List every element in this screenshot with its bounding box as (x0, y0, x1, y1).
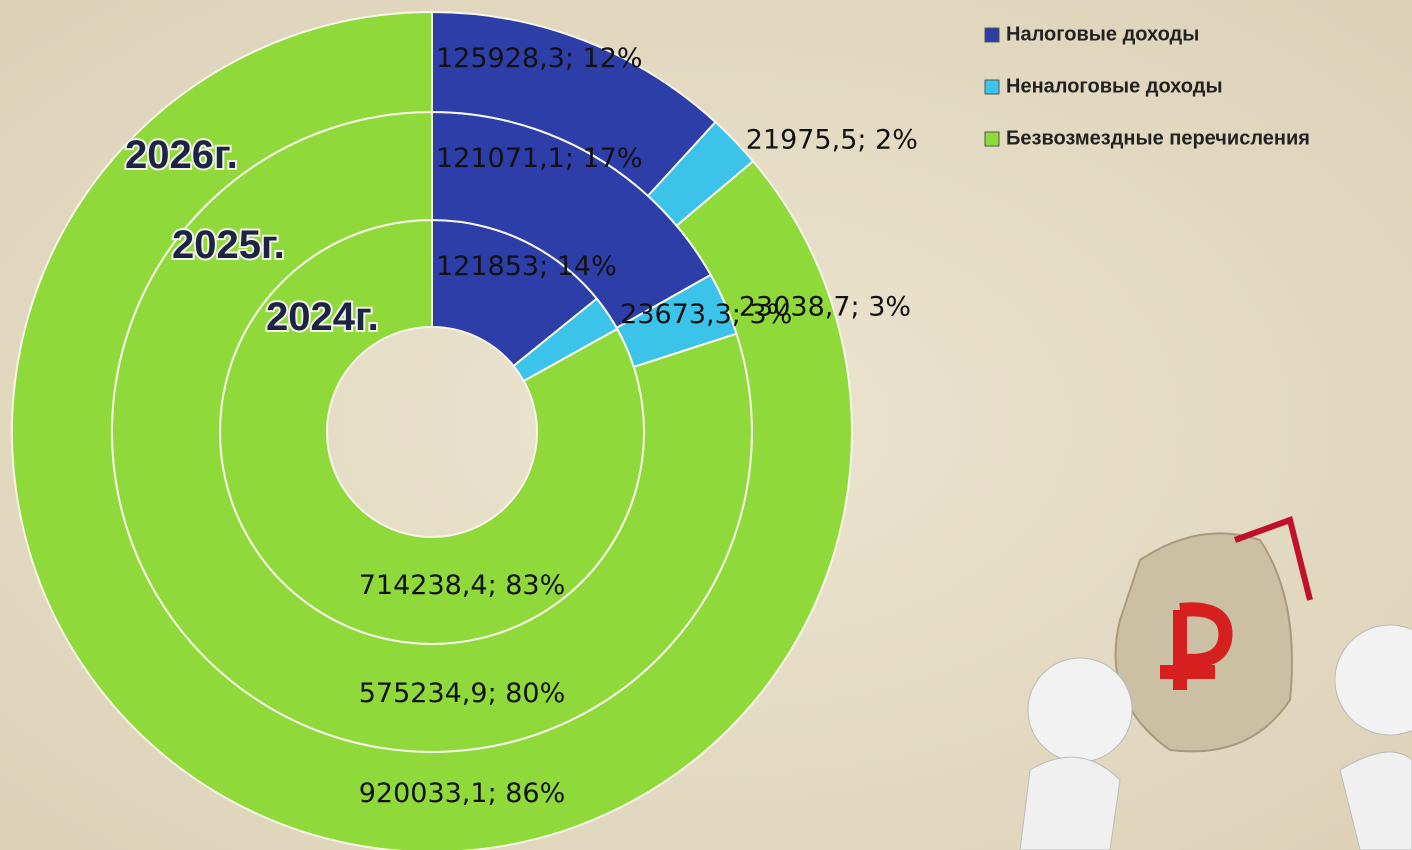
chart: 2026г.2025г.2024г.121853; 14%23673,3; 3%… (0, 0, 1412, 850)
data-label: 21975,5; 2% (746, 125, 918, 156)
data-label: 121071,1; 17% (436, 143, 643, 174)
legend-marker (985, 132, 999, 146)
legend-marker (985, 80, 999, 94)
legend-label: Безвозмездные перечисления (1006, 127, 1310, 149)
data-label: 121853; 14% (436, 251, 617, 282)
ring-label: 2025г. (172, 223, 285, 267)
data-label: 575234,9; 80% (359, 678, 566, 709)
data-label: 23038,7; 3% (739, 292, 911, 323)
ring-label: 2026г. (125, 133, 238, 177)
data-label: 714238,4; 83% (359, 570, 566, 601)
ring-label: 2024г. (266, 295, 379, 339)
data-label: 920033,1; 86% (359, 778, 566, 809)
legend-label: Налоговые доходы (1006, 23, 1199, 45)
legend-marker (985, 28, 999, 42)
data-label: 125928,3; 12% (436, 43, 643, 74)
legend-label: Неналоговые доходы (1006, 75, 1223, 97)
page: {"chart_data": {"type": "donut", "rings"… (0, 0, 1412, 850)
